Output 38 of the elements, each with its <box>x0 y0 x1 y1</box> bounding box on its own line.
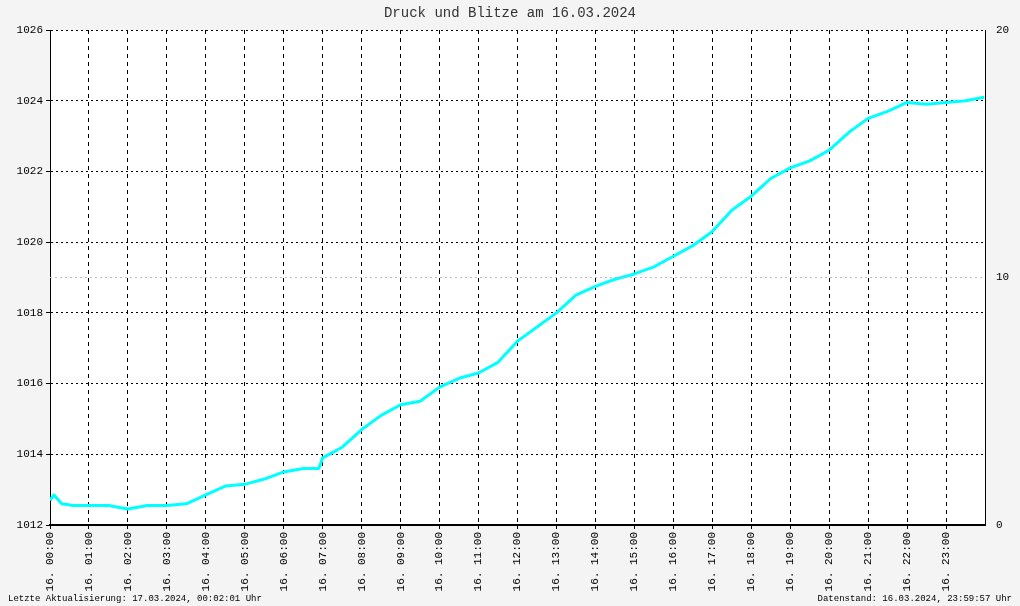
y-tick-label: 1016 <box>16 377 43 390</box>
x-tick-label: 16. 15:00 <box>628 532 641 592</box>
x-tick-label: 16. 14:00 <box>589 532 602 592</box>
x-tick-label: 16. 20:00 <box>823 532 836 592</box>
x-tick-label: 16. 04:00 <box>199 532 212 592</box>
x-tick-label: 16. 09:00 <box>394 532 407 592</box>
x-tick-label: 16. 13:00 <box>550 532 563 592</box>
x-tick-label: 16. 01:00 <box>82 532 95 592</box>
x-tick-label: 16. 00:00 <box>43 532 56 592</box>
text: Datenstand: 16.03.2024, 23:59:57 Uhr <box>817 594 1012 604</box>
x-tick-label: 16. 17:00 <box>706 532 719 592</box>
y-tick-label: 1020 <box>16 236 43 249</box>
y2-tick-label: 10 <box>996 271 1010 284</box>
x-tick-label: 16. 08:00 <box>355 532 368 592</box>
x-tick-label: 16. 16:00 <box>667 532 680 592</box>
x-tick-label: 16. 21:00 <box>862 532 875 592</box>
chart-title: Druck und Blitze am 16.03.2024 <box>382 5 637 21</box>
y-tick-label: 1022 <box>16 165 43 178</box>
x-tick-label: 16. 05:00 <box>238 532 251 592</box>
y-tick-label: 1026 <box>16 23 43 36</box>
text: Letzte Aktualisierung: 17.03.2024, 00:02:01 Uhr <box>8 594 262 604</box>
y-tick-label: 1014 <box>16 448 44 461</box>
x-tick-label: 16. 12:00 <box>511 532 524 592</box>
x-tick-label: 16. 10:00 <box>433 532 446 592</box>
x-tick-label: 16. 07:00 <box>316 532 329 592</box>
x-tick-label: 16. 19:00 <box>784 532 797 592</box>
x-tick-label: 16. 02:00 <box>121 532 134 592</box>
x-tick-label: 16. 03:00 <box>160 532 173 592</box>
x-tick-label: 16. 18:00 <box>745 532 758 592</box>
x-tick-label: 16. 06:00 <box>277 532 290 592</box>
x-tick-label: 16. 22:00 <box>900 532 913 592</box>
x-tick-label: 16. 11:00 <box>472 532 485 592</box>
x-tick-label: 16. 23:00 <box>939 532 952 592</box>
y2-tick-label: 0 <box>996 518 1003 531</box>
y2-tick-label: 20 <box>996 23 1010 36</box>
y-tick-label: 1024 <box>16 94 44 107</box>
y-tick-label: 1012 <box>16 518 43 531</box>
y-tick-label: 1018 <box>16 306 43 319</box>
